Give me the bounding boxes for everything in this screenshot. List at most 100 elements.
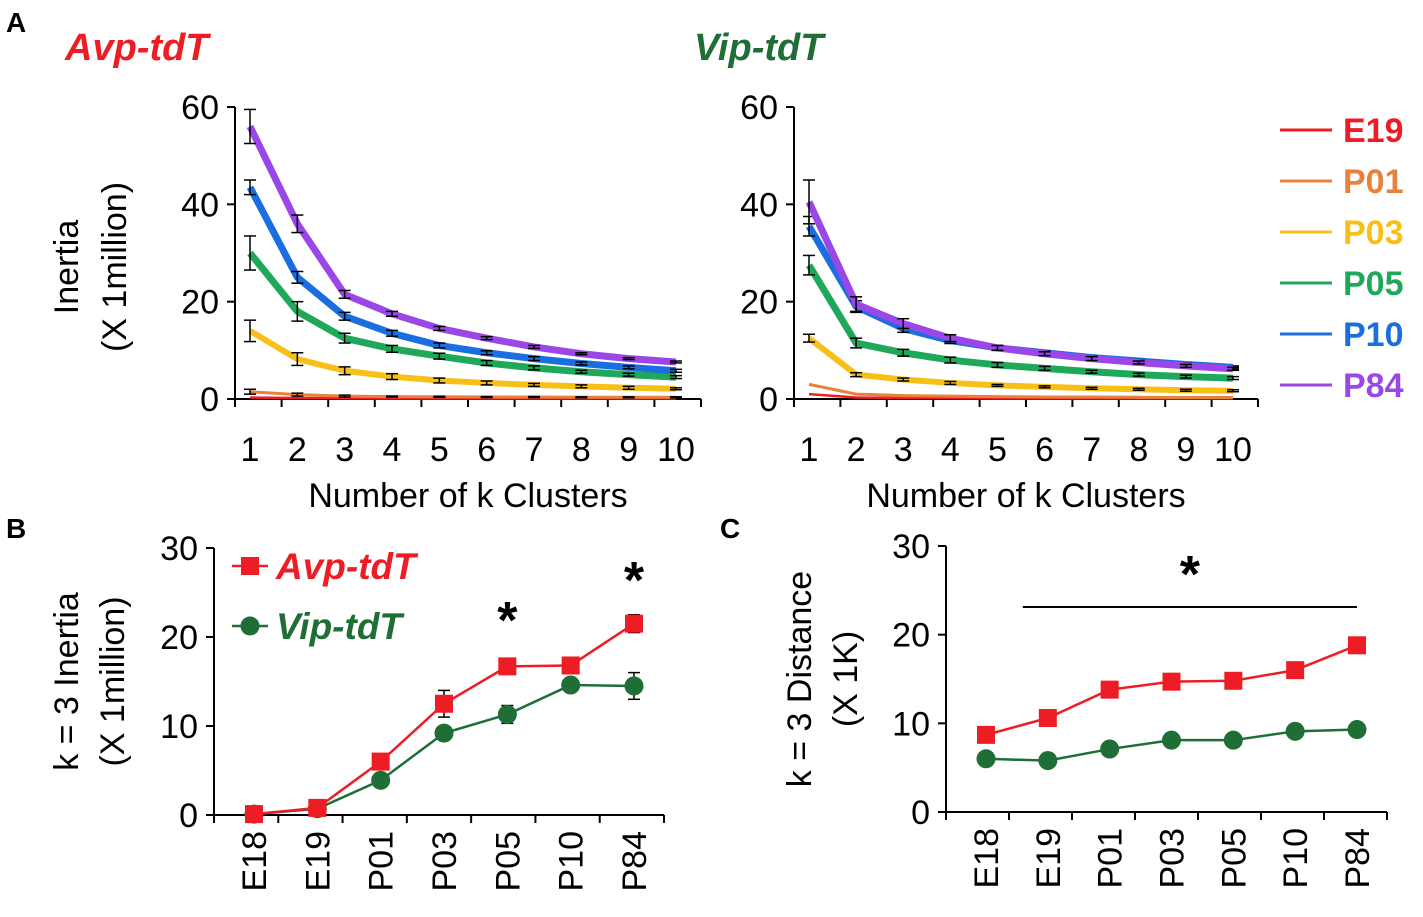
panel-letter-b: B [6, 513, 26, 544]
error-bar [338, 311, 351, 321]
error-bar [338, 289, 351, 300]
x-tick-label: 6 [1035, 431, 1054, 469]
x-tick-label: 3 [894, 431, 913, 469]
marker-circle [561, 675, 581, 695]
y-tick-label: 10 [160, 708, 198, 746]
error-bar [1132, 372, 1145, 377]
marker-circle [371, 770, 391, 790]
marker-circle [1100, 739, 1120, 759]
series-line-p01 [808, 382, 1233, 400]
x-tick-label: 9 [619, 431, 638, 469]
error-bar [1179, 363, 1192, 369]
significance-star: * [1180, 546, 1201, 604]
chart-a-vip: 1 2 3 4 5 6 7 8 9 10 0 20 40 60 Number of k Clusters [740, 89, 1259, 515]
x-tick-label: 4 [383, 431, 402, 469]
error-bar [480, 380, 493, 386]
error-bar [622, 385, 635, 391]
y-tick-label: 20 [740, 284, 778, 322]
marker-square [1348, 636, 1366, 655]
error-bar [1132, 387, 1145, 391]
error-bar [944, 334, 957, 343]
legend-item-p84: P84 [1280, 367, 1404, 405]
marker-square [245, 805, 263, 824]
y-tick-label: 0 [200, 381, 219, 419]
x-tick-label: P10 [553, 831, 591, 892]
legend-label: P05 [1343, 265, 1404, 303]
legend-item-vip: Vip-tdT [232, 606, 405, 647]
error-bar [480, 335, 493, 341]
series-line-p05 [806, 263, 1234, 382]
significance-star: * [497, 592, 518, 650]
marker-circle [1162, 730, 1181, 750]
y-axis-label-line2: (X 1million) [96, 182, 134, 352]
x-tick-label: 5 [988, 431, 1007, 469]
chart-title-vip: Vip-tdT [694, 27, 826, 69]
marker-square [1224, 671, 1243, 690]
error-bar [622, 372, 635, 377]
error-bar [528, 344, 540, 350]
x-tick-label: E18 [968, 828, 1006, 889]
error-bar [528, 365, 540, 371]
legend-item-e19: E19 [1280, 112, 1404, 150]
x-tick-label: E19 [1030, 828, 1068, 889]
error-bar [291, 392, 304, 397]
y-tick-label: 0 [179, 797, 198, 835]
series-line-p03 [248, 328, 677, 392]
error-bar [944, 356, 957, 364]
legend-label: P01 [1343, 163, 1404, 201]
legend-label: Vip-tdT [276, 606, 405, 647]
marker-square [498, 657, 517, 676]
error-bar [386, 329, 398, 337]
x-tick-label: E18 [236, 831, 274, 892]
x-tick-label: 1 [241, 431, 260, 469]
error-bar [528, 382, 540, 388]
error-bar [1085, 386, 1098, 391]
error-bar [1179, 388, 1192, 392]
error-bar [291, 270, 304, 284]
error-bar [575, 352, 588, 356]
error-bar [850, 371, 863, 378]
marker-circle [434, 723, 454, 743]
chart-b: 0 10 20 30 E18 E19 P01 P03 P05 P10 P84 k = 3 Inerti… [48, 530, 665, 892]
error-bar [386, 395, 398, 398]
marker-square [1100, 680, 1119, 699]
chart-a-avp: 1 2 3 4 5 6 7 8 9 10 0 20 40 60 Number of k Clusters In… [48, 89, 702, 515]
y-tick-label: 20 [892, 617, 930, 655]
x-tick-label: 2 [847, 431, 866, 469]
marker-square [1038, 709, 1057, 728]
legend-item-p10: P10 [1280, 316, 1404, 354]
x-tick-label: 1 [800, 431, 819, 469]
y-tick-label: 20 [160, 619, 198, 657]
error-bar [1085, 369, 1098, 374]
error-bar [386, 344, 398, 354]
error-bar [480, 350, 493, 356]
error-bar [575, 396, 588, 399]
error-bar [622, 365, 635, 370]
series-line-p03 [807, 335, 1234, 394]
x-tick-label: 7 [1082, 431, 1101, 469]
marker-circle [1038, 751, 1058, 771]
y-axis-label: k = 3 Distance (X 1K) [781, 571, 865, 787]
x-tick-label: 4 [941, 431, 960, 469]
error-bar [1132, 360, 1145, 365]
y-tick-label: 40 [181, 186, 219, 224]
error-bar [244, 179, 256, 196]
significance-star: * [624, 552, 645, 610]
error-bar [480, 395, 493, 399]
y-axis-label: k = 3 Inertia (X 1million) [48, 592, 132, 771]
error-bar [528, 395, 540, 399]
panel-letter-c: C [720, 513, 740, 544]
legend-label: P03 [1343, 214, 1404, 252]
error-bar [291, 300, 304, 322]
y-tick-label: 0 [911, 794, 930, 832]
error-bar [433, 395, 446, 399]
marker-square [977, 725, 995, 744]
chart-c: 0 10 20 30 E18 E19 P01 P03 P05 P10 P84 k = 3 Distan… [781, 528, 1388, 889]
error-bar [622, 396, 635, 399]
y-tick-label: 40 [740, 186, 778, 224]
x-tick-label: P05 [1215, 828, 1253, 889]
error-bar [897, 317, 910, 330]
x-tick-label: P10 [1277, 828, 1315, 889]
error-bar [338, 332, 351, 344]
